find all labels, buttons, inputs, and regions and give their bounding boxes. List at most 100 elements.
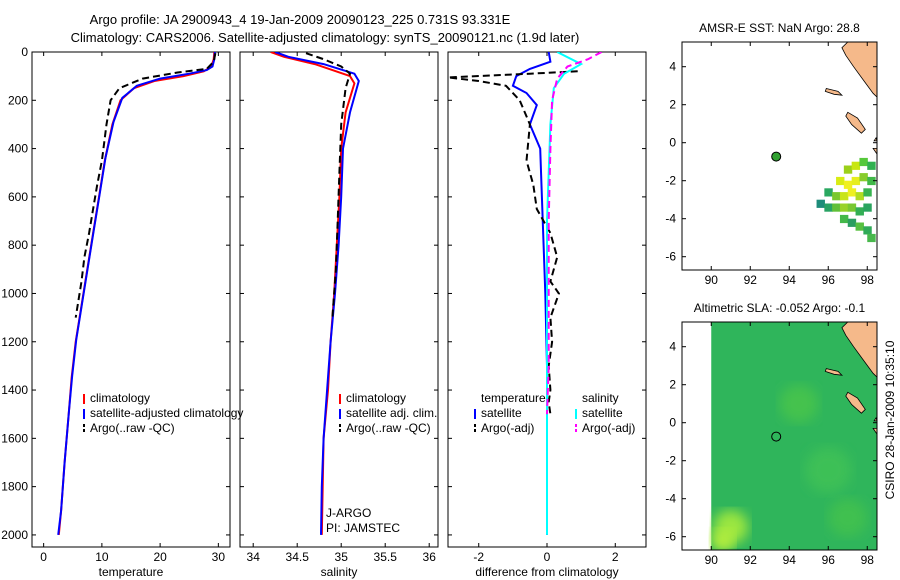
sst_map-data-cell (867, 176, 876, 186)
temperature-xtick-label: 0 (40, 550, 47, 564)
figure-title-line1: Argo profile: JA 2900943_4 19-Jan-2009 2… (90, 12, 511, 27)
sst_map-data-cell (847, 203, 857, 212)
sst_map-ytick-label: -2 (665, 174, 676, 188)
temperature-ytick-label: 1200 (1, 335, 28, 349)
sst_map-data-cell (839, 214, 849, 224)
sst_map-ytick-label: -4 (665, 212, 676, 226)
sla_map-xtick-label: 96 (822, 553, 836, 567)
sla_map-axes-box (681, 321, 878, 551)
temperature-ytick-label: 0 (21, 45, 28, 59)
temperature-ytick-label: 800 (8, 238, 28, 252)
temperature-ytick-label: 2000 (1, 528, 28, 542)
figure-title-line2: Climatology: CARS2006. Satellite-adjuste… (71, 30, 580, 45)
sst_map-title: AMSR-E SST: NaN Argo: 28.8 (699, 21, 860, 35)
sst_map-ytick-label: -6 (665, 250, 676, 264)
difference-series-temperature-argo-adj- (448, 70, 578, 415)
sst_map-data-cell (859, 173, 868, 182)
salinity-legend-label: Argo(..raw -QC) (346, 421, 431, 435)
sst_map-data-cell (863, 226, 872, 235)
sla_map-field-patch (711, 529, 735, 550)
salinity-series-argo-raw-qc- (305, 52, 352, 318)
sst_map-land-island (824, 88, 844, 96)
sst_map-data-cell (863, 203, 872, 212)
temperature-ytick-label: 1400 (1, 383, 28, 397)
temperature-legend-label: Argo(..raw -QC) (90, 421, 175, 435)
temperature-xtick-label: 10 (95, 550, 109, 564)
sla_map-ytick-label: -4 (665, 492, 676, 506)
sst_map-axes-box (681, 41, 878, 271)
sla_map-ytick-label: -2 (665, 454, 676, 468)
difference-xtick-label: -2 (473, 550, 484, 564)
salinity-panel: 34 34.5 35 35.5 36 salinity climatologysatelli… (239, 51, 439, 579)
temperature-ytick-label: 600 (8, 190, 28, 204)
temperature-ytick-label: 1600 (1, 431, 28, 445)
salinity-axes-box (239, 51, 439, 548)
salinity-annotation-pi: PI: JAMSTEC (326, 521, 400, 535)
sla_map-ytick-label: 4 (669, 340, 676, 354)
sst_map-data-cell (843, 165, 853, 174)
sla_map-float-marker (771, 431, 782, 442)
salinity-series-satellite-adj-clim- (274, 52, 360, 535)
temperature-ytick-label: 1800 (1, 480, 28, 494)
sst_map-land-sumatra (841, 42, 877, 98)
sst_map-xtick-label: 96 (822, 273, 836, 287)
sst_map-xtick-label: 94 (783, 273, 797, 287)
sst_map-data-cell (855, 207, 864, 216)
sst_map-float-marker (771, 151, 782, 162)
difference-series-group (448, 52, 603, 535)
sla_map-title: Altimetric SLA: -0.052 Argo: -0.1 (694, 301, 866, 315)
difference-legend-label: satellite (582, 406, 623, 420)
sst_map-data-cell (855, 222, 864, 231)
sst_map-land-island (872, 148, 877, 155)
temperature-xtick-label: 20 (153, 550, 167, 564)
sla_map-xtick-label: 92 (744, 553, 758, 567)
difference-xtick-label: 2 (612, 550, 619, 564)
difference-series-salinity-argo-adj- (546, 52, 603, 415)
sla_map-xtick-label: 94 (783, 553, 797, 567)
sst_map-data-cell (859, 157, 868, 167)
sla_map-field-patch (804, 447, 852, 494)
sst_map-data-cell (832, 192, 841, 201)
sst_map-xtick-label: 90 (705, 273, 719, 287)
sst_map-land-island (845, 111, 866, 134)
sla_map-ytick-label: 0 (669, 416, 676, 430)
sla_map-ytick-label: 2 (669, 378, 676, 392)
sla_map-ytick-label: -6 (665, 530, 676, 544)
sst_map-data-cell (863, 188, 872, 197)
sst_map-data-cell (847, 218, 857, 227)
sst_map-xtick-label: 92 (744, 273, 758, 287)
difference-legend-title-temperature: temperature (481, 391, 546, 405)
temperature-xtick-label: 30 (212, 550, 226, 564)
sla_map-land-sumatra (841, 322, 877, 378)
sst_map-data-cell (847, 188, 857, 197)
salinity-xtick-label: 34.5 (286, 550, 310, 564)
temperature-xlabel: temperature (99, 565, 164, 579)
sst_map-data-cell (867, 233, 876, 243)
difference-legend-label: satellite (481, 406, 522, 420)
sst_map-data-cell (851, 176, 861, 186)
sst_map-data-cell (824, 203, 833, 212)
salinity-xtick-label: 35 (335, 550, 349, 564)
difference-legend-label: Argo(-adj) (481, 421, 534, 435)
sst_map-data-cell (839, 192, 849, 201)
sst_map-ytick-label: 2 (669, 98, 676, 112)
sla_map-field-patch (828, 498, 868, 537)
sst_map-data-cell (843, 180, 853, 189)
salinity-series-group (270, 52, 360, 535)
sst_map-data-cell (824, 188, 833, 197)
sla_map-xtick-label: 90 (705, 553, 719, 567)
difference-xlabel: difference from climatology (475, 565, 618, 579)
sla_map-land-island (824, 368, 844, 376)
temperature-series-satellite-adjusted-climatology (57, 52, 216, 536)
temperature-ytick-label: 400 (8, 142, 28, 156)
difference-xtick-label: 0 (544, 550, 551, 564)
sst_map-data-cell (867, 161, 876, 170)
sst_map-data-cell (816, 199, 825, 208)
sst_map-body (816, 42, 877, 243)
difference-legend-label: Argo(-adj) (582, 421, 635, 435)
salinity-annotation-program: J-ARGO (326, 506, 371, 520)
temperature-axes-box (31, 51, 231, 548)
sst_map-ytick-label: 0 (669, 136, 676, 150)
salinity-xtick-label: 34 (247, 550, 261, 564)
